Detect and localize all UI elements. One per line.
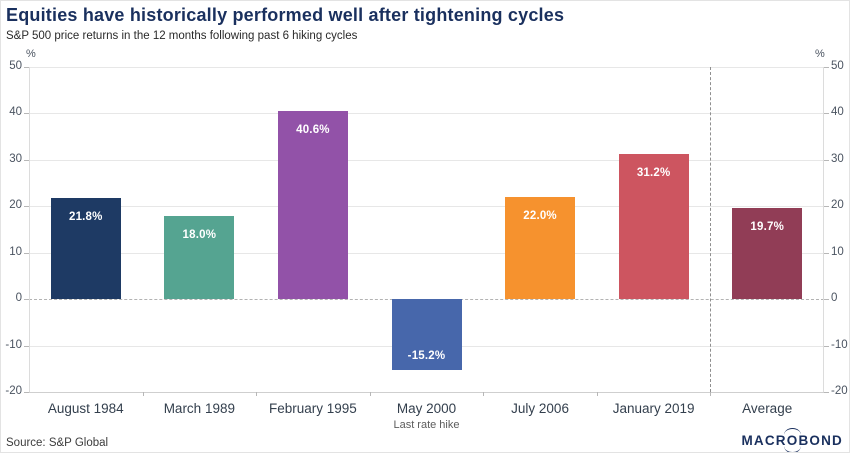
y-axis-label-left: -10 [5,338,22,351]
x-axis-label-january-2019: January 2019 [612,401,695,416]
y-axis-tick-right [824,206,829,208]
x-axis-label-february-1995: February 1995 [269,401,357,416]
y-axis-tick-right [824,392,829,393]
x-axis-tick [142,392,144,396]
gridline-10 [29,252,824,254]
x-axis-tick [710,392,712,396]
gridline-30 [29,159,824,161]
gridline--20 [29,392,824,393]
y-axis-label-right: -20 [831,385,848,397]
y-axis-label-left: 10 [9,245,22,258]
y-axis-tick-right [824,67,829,68]
bar-value-label: -15.2% [407,349,446,362]
bar-may-2000: -15.2% [391,299,462,370]
gridline-40 [29,113,824,115]
y-axis-label-right: 0 [831,292,838,305]
x-axis-label-may-2000: May 2000 [396,401,457,416]
x-axis-label-march-1989: March 1989 [163,401,235,416]
y-axis-tick-right [824,345,829,347]
y-axis-unit-right: % [815,48,825,60]
y-axis-label-left: 30 [9,152,22,165]
bar-august-1984: 21.8% [50,197,121,300]
logo-text-prefix: MACR [741,433,787,448]
y-axis-line-right [823,67,824,392]
bar-march-1989: 18.0% [164,215,235,300]
y-axis-tick-right [824,299,829,301]
y-axis-tick-left [24,113,29,115]
y-axis-label-left: 20 [9,199,22,212]
x-axis-tick [596,392,598,396]
macrobond-logo: MACR O BOND [741,428,843,448]
y-axis-label-right: 20 [831,199,844,212]
logo-o-letter: O [786,433,799,448]
source-note: Source: S&P Global [6,437,109,449]
x-axis-label-july-2006: July 2006 [511,401,569,416]
y-axis-label-right: 30 [831,152,844,165]
x-axis-tick [369,392,371,396]
gridline-20 [29,206,824,208]
y-axis-tick-right [824,252,829,254]
x-axis-sublabel: Last rate hike [393,419,460,431]
y-axis-tick-left [24,206,29,208]
bar-value-label: 22.0% [523,210,557,222]
bar-value-label: 19.7% [750,220,784,233]
y-axis-tick-left [24,67,29,68]
bar-value-label: 31.2% [636,167,671,180]
bar-value-label: 18.0% [182,228,217,241]
y-axis-label-left: 50 [9,60,22,72]
y-axis-tick-left [24,299,29,301]
y-axis-label-right: 10 [831,245,844,258]
x-axis-label-average: Average [742,401,793,416]
y-axis-tick-left [24,392,29,393]
y-axis-label-left: 0 [15,292,22,305]
bar-july-2006: 22.0% [505,197,576,300]
logo-o-mark: O [783,428,801,448]
y-axis-label-left: -20 [5,385,22,397]
bar-value-label: 40.6% [296,123,330,136]
y-axis-label-right: 40 [831,106,844,119]
chart-subtitle: S&P 500 price returns in the 12 months f… [6,30,358,42]
y-axis-label-right: -10 [831,338,848,351]
x-axis-label-august-1984: August 1984 [47,401,124,416]
gridline-50 [29,67,824,68]
plot-area: 21.8% 18.0% 40.6% -15.2% 22.0% 31.2% 19.7% [29,67,824,393]
bar-average: 19.7% [732,207,803,300]
y-axis-tick-right [824,159,829,161]
y-axis-unit-left: % [26,48,36,60]
y-axis-tick-left [24,252,29,254]
bar-february-1995: 40.6% [277,110,348,300]
average-separator-line [710,67,712,392]
y-axis-label-right: 50 [831,60,844,72]
x-axis-tick [483,392,485,396]
x-axis-tick [256,392,258,396]
logo-arc-bottom-icon [784,446,801,452]
y-axis-line-left [29,67,30,392]
bar-value-label: 21.8% [68,210,103,223]
logo-text-suffix: BOND [798,433,843,448]
y-axis-tick-left [24,345,29,347]
chart-title: Equities have historically performed wel… [6,5,565,25]
y-axis-tick-left [24,159,29,161]
y-axis-tick-right [824,113,829,115]
y-axis-label-left: 40 [9,106,22,119]
bar-january-2019: 31.2% [618,154,689,300]
logo-arc-top-icon [783,428,801,435]
